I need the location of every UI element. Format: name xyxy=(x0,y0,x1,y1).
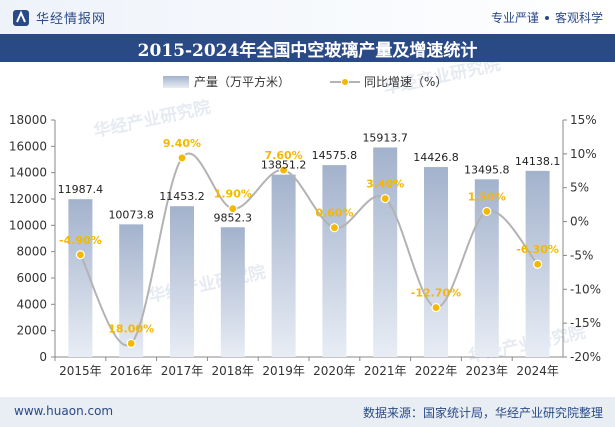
separator-dot-icon xyxy=(544,15,549,20)
right-tick-label: -10% xyxy=(570,282,601,296)
bar-value-label: 14426.8 xyxy=(413,151,459,164)
left-tick-label: 14000 xyxy=(9,166,47,180)
bar xyxy=(424,167,448,357)
legend-bar-swatch xyxy=(163,76,189,88)
brand-logo-icon xyxy=(13,9,29,26)
footer-url[interactable]: www.huaon.com xyxy=(14,404,114,418)
tagline-right: 客观科学 xyxy=(554,11,603,25)
right-tick-label: 10% xyxy=(570,147,597,161)
bar-value-label: 14138.1 xyxy=(515,155,561,168)
x-tick-label: 2015年 xyxy=(59,364,102,378)
footer-source: 数据来源：国家统计局，华经产业研究院整理 xyxy=(362,406,603,420)
x-tick-label: 2022年 xyxy=(415,364,458,378)
line-point xyxy=(380,193,390,204)
line-value-label: 7.60% xyxy=(265,149,303,162)
line-value-label: -4.90% xyxy=(59,234,102,247)
x-tick-label: 2017年 xyxy=(161,364,204,378)
line-value-label: 0.60% xyxy=(315,207,353,220)
growth-line xyxy=(79,152,539,347)
line-point xyxy=(75,250,86,260)
data-labels: 11987.4 10073.8 11453.2 9852.3 13851.2 14575.… xyxy=(58,131,561,335)
bar-value-label: 15913.7 xyxy=(362,131,408,144)
line-point xyxy=(279,165,289,175)
right-tick-label: 0% xyxy=(570,215,589,229)
x-tick-label: 2020年 xyxy=(313,364,356,378)
bar-value-label: 13851.2 xyxy=(261,159,307,172)
left-tick-label: 12000 xyxy=(9,192,47,206)
bar-value-label: 11987.4 xyxy=(58,183,104,196)
x-tick-label: 2023年 xyxy=(466,364,509,378)
bar xyxy=(170,206,194,357)
x-tick-label: 2021年 xyxy=(364,364,407,378)
right-tick-label: -15% xyxy=(570,316,601,330)
left-tick-label: 0 xyxy=(39,350,47,364)
legend: 产量（万平方米） 同比增速（%） xyxy=(163,74,447,89)
left-tick-label: 18000 xyxy=(9,113,47,127)
bar xyxy=(271,174,296,357)
line-value-label: 9.40% xyxy=(163,137,201,150)
right-tick-label: 5% xyxy=(570,181,589,195)
bar-value-label: 10073.8 xyxy=(108,208,154,221)
tagline-left: 专业严谨 xyxy=(490,11,539,25)
line-point xyxy=(329,223,339,233)
left-tick-label: 4000 xyxy=(16,297,47,311)
legend-line-label: 同比增速（%） xyxy=(364,75,447,89)
line-point xyxy=(177,153,187,163)
line-point xyxy=(532,259,543,269)
bar-value-label: 9852.3 xyxy=(214,211,253,224)
x-tick-label: 2024年 xyxy=(516,364,559,378)
line-value-label: -12.70% xyxy=(411,287,461,300)
x-tick-label: 2018年 xyxy=(212,364,255,378)
legend-bar-label: 产量（万平方米） xyxy=(194,74,290,89)
bar-value-label: 11453.2 xyxy=(159,190,205,203)
bar xyxy=(474,179,499,357)
bar xyxy=(119,224,144,357)
line-value-label: 3.40% xyxy=(366,178,404,191)
right-tick-label: -20% xyxy=(570,350,601,364)
tagline: 专业严谨 客观科学 xyxy=(491,9,603,26)
line-point xyxy=(431,302,441,313)
right-tick-label: -5% xyxy=(570,248,593,262)
bar xyxy=(322,165,347,357)
brand: 华经情报网 xyxy=(12,8,106,27)
line-value-label: 1.50% xyxy=(468,190,506,203)
left-tick-label: 8000 xyxy=(16,245,47,259)
footer: www.huaon.com 数据来源：国家统计局，华经产业研究院整理 xyxy=(0,397,615,427)
combo-chart: 华经产业研究院华经产业研究院华经产业研究院华经产业研究院 产量（万平方米）同比增… xyxy=(9,62,601,378)
line-value-label: 1.90% xyxy=(214,188,252,201)
left-tick-label: 10000 xyxy=(9,218,47,232)
bar-value-label: 14575.8 xyxy=(312,149,358,162)
line-point xyxy=(126,338,136,349)
top-banner: 华经情报网 专业严谨 客观科学 xyxy=(0,0,615,34)
watermark-text: 华经产业研究院 xyxy=(147,262,268,307)
line-value-label: 18.00% xyxy=(108,322,154,335)
chart-title: 2015-2024年全国中空玻璃产量及增速统计 xyxy=(0,34,615,62)
x-tick-label: 2016年 xyxy=(110,364,153,378)
brand-name: 华经情报网 xyxy=(36,12,107,27)
x-tick-label: 2019年 xyxy=(262,364,305,378)
left-tick-label: 16000 xyxy=(9,139,47,153)
right-tick-label: 15% xyxy=(570,113,597,127)
left-tick-label: 2000 xyxy=(16,324,47,338)
legend-line-marker xyxy=(341,78,349,86)
line-series xyxy=(75,152,543,349)
bar xyxy=(68,199,93,357)
bar-value-label: 13495.8 xyxy=(464,163,510,176)
bar xyxy=(373,147,398,357)
line-point xyxy=(482,206,492,217)
bar xyxy=(220,227,245,357)
line-point xyxy=(228,204,238,214)
watermark-text: 华经产业研究院 xyxy=(92,97,213,142)
left-tick-label: 6000 xyxy=(16,271,47,285)
line-value-label: -6.30% xyxy=(516,243,559,256)
